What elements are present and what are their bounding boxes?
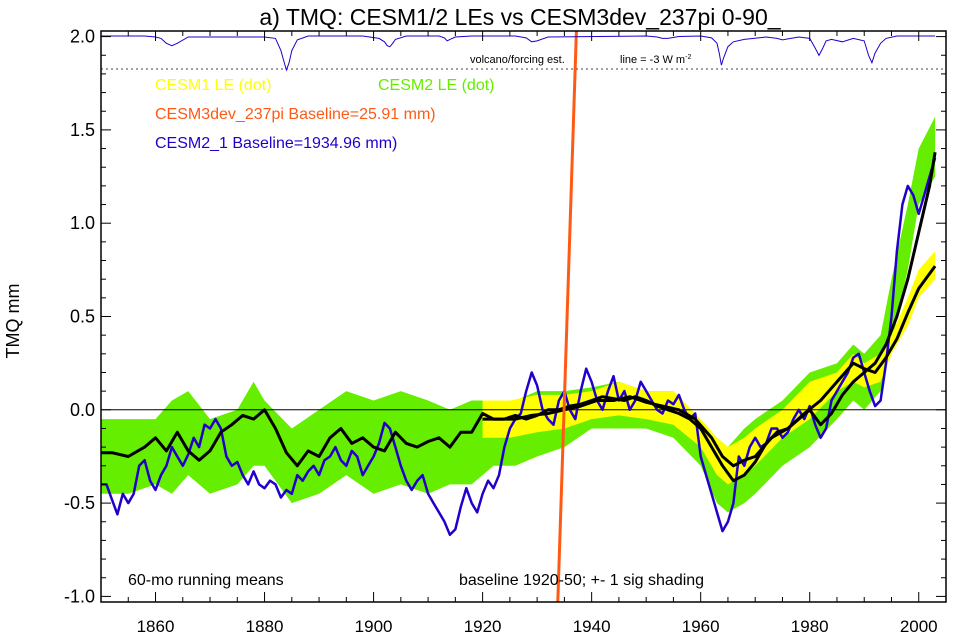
legend-cesm21: CESM2_1 Baseline=1934.96 mm)	[155, 135, 397, 152]
x-tick-label: 1860	[137, 617, 175, 636]
axes: 1860 1880 1900 1920 1940 1960 1980 2000 -1.0 -0.5…	[64, 27, 947, 636]
volcano-line	[101, 35, 936, 72]
series-lines	[101, 30, 937, 603]
running-mean-note: 60-mo running means	[128, 572, 284, 589]
x-tick-label: 1960	[682, 617, 720, 636]
cesm1-mean-line	[482, 265, 937, 468]
y-tick-label: -1.0	[64, 586, 95, 606]
volcano-scale-sup: -2	[685, 54, 691, 61]
cesm1-band	[482, 251, 936, 485]
cesm3-line	[556, 30, 578, 603]
x-tick-label: 1980	[791, 617, 829, 636]
x-tick-label: 1920	[464, 617, 502, 636]
legend-cesm2: CESM2 LE (dot)	[378, 77, 494, 94]
chart-title: a) TMQ: CESM1/2 LEs vs CESM3dev_237pi 0-…	[259, 4, 781, 30]
plot-frame	[100, 30, 947, 603]
shaded-bands	[101, 116, 936, 513]
legend-cesm3: CESM3dev_237pi Baseline=25.91 mm)	[155, 106, 436, 123]
y-tick-label: 0.5	[70, 307, 95, 327]
x-tick-label: 2000	[900, 617, 938, 636]
y-axis-label: TMQ mm	[3, 284, 23, 359]
volcano-label: volcano/forcing est.	[470, 54, 565, 66]
y-tick-label: 2.0	[70, 27, 95, 47]
volcano-inset	[101, 35, 936, 72]
y-tick-label: 0.0	[70, 400, 95, 420]
y-tick-label: 1.5	[70, 120, 95, 140]
x-tick-label: 1880	[246, 617, 284, 636]
volcano-scale-label: line = -3 W m-2	[620, 54, 691, 66]
volcano-scale-text: line = -3 W m	[620, 54, 685, 66]
baseline-note: baseline 1920-50; +- 1 sig shading	[459, 572, 704, 589]
x-tick-label: 1900	[355, 617, 393, 636]
legend-cesm1: CESM1 LE (dot)	[155, 77, 271, 94]
y-tick-label: 1.0	[70, 213, 95, 233]
y-tick-label: -0.5	[64, 493, 95, 513]
x-tick-label: 1940	[573, 617, 611, 636]
